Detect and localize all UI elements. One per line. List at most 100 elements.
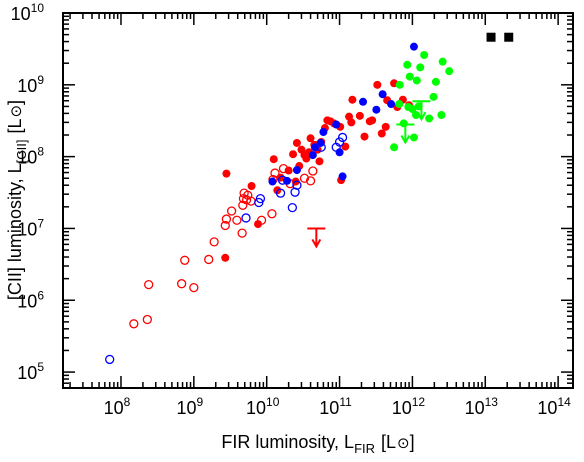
y-tick-labels: 105 106 107 108 109 1010 xyxy=(11,1,45,383)
data-point xyxy=(287,202,298,213)
y-tick-label: 109 xyxy=(17,73,44,96)
data-point xyxy=(222,169,231,178)
data-point xyxy=(408,105,417,114)
x-tick-label: 1013 xyxy=(465,395,499,418)
y-tick-label: 105 xyxy=(17,360,44,383)
data-point xyxy=(283,176,292,185)
data-points xyxy=(105,32,514,365)
data-point xyxy=(437,110,446,119)
data-point xyxy=(399,119,408,128)
y-tick-label: 1010 xyxy=(11,1,45,24)
data-point xyxy=(416,63,425,72)
upper-limit-markers xyxy=(307,100,431,249)
data-point xyxy=(129,319,139,329)
data-point xyxy=(254,220,263,229)
data-point xyxy=(348,95,357,104)
data-point xyxy=(269,155,278,164)
data-point xyxy=(316,138,325,147)
upper-limit-arrowhead xyxy=(416,111,427,122)
plot-frame xyxy=(62,12,574,389)
x-tick-labels: 108 109 1010 1011 1012 1013 1014 xyxy=(104,395,572,418)
data-point xyxy=(395,80,404,89)
data-point xyxy=(445,67,454,76)
y-tick-label: 107 xyxy=(17,216,44,239)
data-point xyxy=(355,111,364,120)
data-point xyxy=(425,114,434,123)
data-point xyxy=(176,279,187,289)
data-point xyxy=(275,188,286,198)
data-point xyxy=(387,100,396,109)
data-point xyxy=(395,100,404,109)
axis-ticks xyxy=(63,12,573,389)
data-point xyxy=(335,148,344,157)
data-point xyxy=(360,132,369,141)
data-point xyxy=(409,42,418,51)
y-tick-label: 108 xyxy=(17,145,44,168)
data-point xyxy=(220,220,230,231)
data-point xyxy=(226,206,237,216)
upper-limit xyxy=(396,123,415,145)
upper-limit xyxy=(307,227,326,249)
data-point xyxy=(429,92,438,101)
data-point xyxy=(347,118,356,127)
data-point xyxy=(267,209,277,219)
x-tick-label: 1010 xyxy=(246,395,280,418)
data-point xyxy=(332,120,341,129)
data-point xyxy=(319,128,328,137)
data-point xyxy=(377,129,386,138)
data-point xyxy=(420,51,429,60)
data-point xyxy=(368,116,377,125)
data-point xyxy=(305,176,316,186)
data-point xyxy=(189,282,199,293)
upper-limit-arrowhead xyxy=(311,238,322,249)
data-point xyxy=(284,166,293,175)
upper-limit xyxy=(412,100,431,122)
data-point xyxy=(308,166,318,176)
data-point xyxy=(412,76,421,85)
x-tick-label: 108 xyxy=(104,395,131,418)
x-tick-label: 1014 xyxy=(537,395,571,418)
data-point xyxy=(105,354,115,365)
data-point xyxy=(299,173,310,183)
data-point xyxy=(221,214,232,224)
x-tick-label: 1011 xyxy=(319,395,352,418)
data-point xyxy=(302,154,311,163)
data-point xyxy=(209,237,219,247)
data-point xyxy=(381,122,390,131)
data-point xyxy=(237,228,247,238)
data-point xyxy=(378,90,387,99)
data-point xyxy=(373,80,382,89)
x-axis-label: FIR luminosity, LFIR [L⊙] xyxy=(221,432,414,456)
data-point xyxy=(292,166,301,175)
data-point xyxy=(486,32,496,42)
data-point xyxy=(144,279,154,290)
data-point xyxy=(405,72,414,81)
data-point xyxy=(390,143,399,152)
data-point xyxy=(292,138,301,147)
data-point xyxy=(409,133,418,142)
data-point xyxy=(289,150,298,159)
data-point xyxy=(306,134,315,143)
data-point xyxy=(268,177,277,186)
data-point xyxy=(204,254,214,265)
data-point xyxy=(359,97,368,106)
y-axis-label: [CII] luminosity, L[CII][L⊙] xyxy=(5,100,29,300)
data-point xyxy=(337,132,348,143)
y-tick-label: 106 xyxy=(17,288,44,311)
x-tick-label: 109 xyxy=(176,395,203,418)
data-point xyxy=(292,180,302,190)
data-point xyxy=(315,157,324,166)
data-point xyxy=(403,60,412,69)
data-point xyxy=(255,193,266,204)
x-tick-label: 1012 xyxy=(392,395,426,418)
data-point xyxy=(310,143,319,152)
data-point xyxy=(180,255,190,265)
data-point xyxy=(504,32,514,42)
data-point xyxy=(241,195,252,205)
data-point xyxy=(232,215,242,225)
data-point xyxy=(247,181,256,190)
upper-limit-arrowhead xyxy=(400,135,411,145)
data-point xyxy=(308,151,317,160)
data-point xyxy=(372,105,381,114)
